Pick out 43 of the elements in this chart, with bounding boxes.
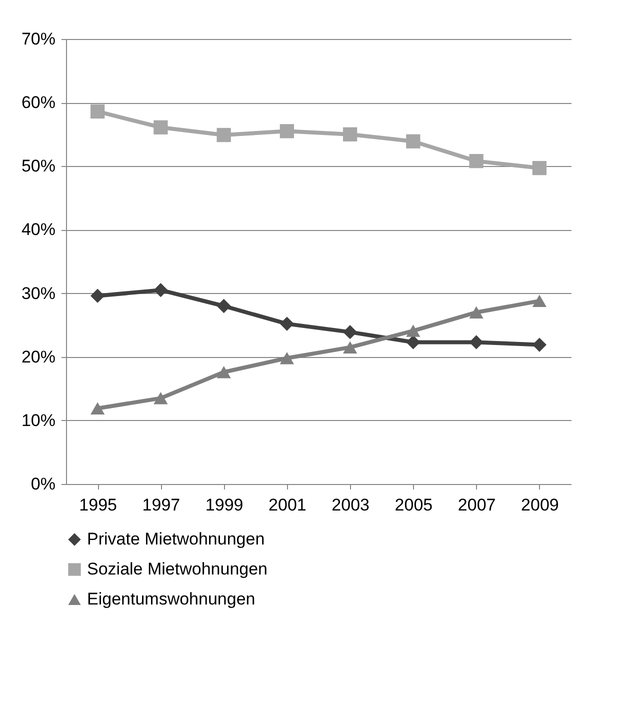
point xyxy=(90,288,105,303)
point xyxy=(216,128,231,142)
legend-label: Eigentumswohnungen xyxy=(87,590,256,608)
y-tick-label: 0% xyxy=(30,474,56,494)
point xyxy=(90,402,105,414)
x-tick-label: 1995 xyxy=(79,496,117,514)
point xyxy=(532,338,547,352)
point xyxy=(469,154,484,168)
point xyxy=(532,294,547,308)
x-tick-label: 2003 xyxy=(332,496,370,514)
point xyxy=(216,298,231,314)
point xyxy=(342,324,358,340)
y-tick-label: 40% xyxy=(21,220,56,240)
y-tick-label: 20% xyxy=(21,347,56,366)
point xyxy=(280,124,294,138)
x-tick-label: 1999 xyxy=(205,496,244,514)
x-tick-label: 2001 xyxy=(268,496,306,514)
point xyxy=(532,160,547,176)
y-tick-label: 30% xyxy=(21,284,56,303)
y-tick-label: 70% xyxy=(21,30,56,48)
point xyxy=(469,335,484,350)
point xyxy=(154,120,168,134)
x-tick-label: 2005 xyxy=(394,496,433,514)
point xyxy=(216,366,231,378)
legend-label: Private Mietwohnungen xyxy=(87,530,265,548)
point xyxy=(342,127,358,142)
y-tick-label: 10% xyxy=(21,410,56,430)
point xyxy=(342,341,358,354)
point xyxy=(90,104,105,119)
point xyxy=(280,316,294,331)
x-tick-label: 2007 xyxy=(458,496,496,514)
point xyxy=(406,134,420,148)
x-tick-label: 2009 xyxy=(521,496,559,514)
point xyxy=(280,352,294,364)
point xyxy=(406,335,420,350)
y-tick-label: 60% xyxy=(21,93,56,112)
point xyxy=(469,306,484,318)
y-tick-label: 50% xyxy=(21,156,56,176)
point xyxy=(406,324,420,337)
point xyxy=(154,392,168,404)
legend-label: Soziale Mietwohnungen xyxy=(87,560,268,578)
x-tick-label: 1997 xyxy=(142,496,180,514)
point xyxy=(154,283,168,298)
